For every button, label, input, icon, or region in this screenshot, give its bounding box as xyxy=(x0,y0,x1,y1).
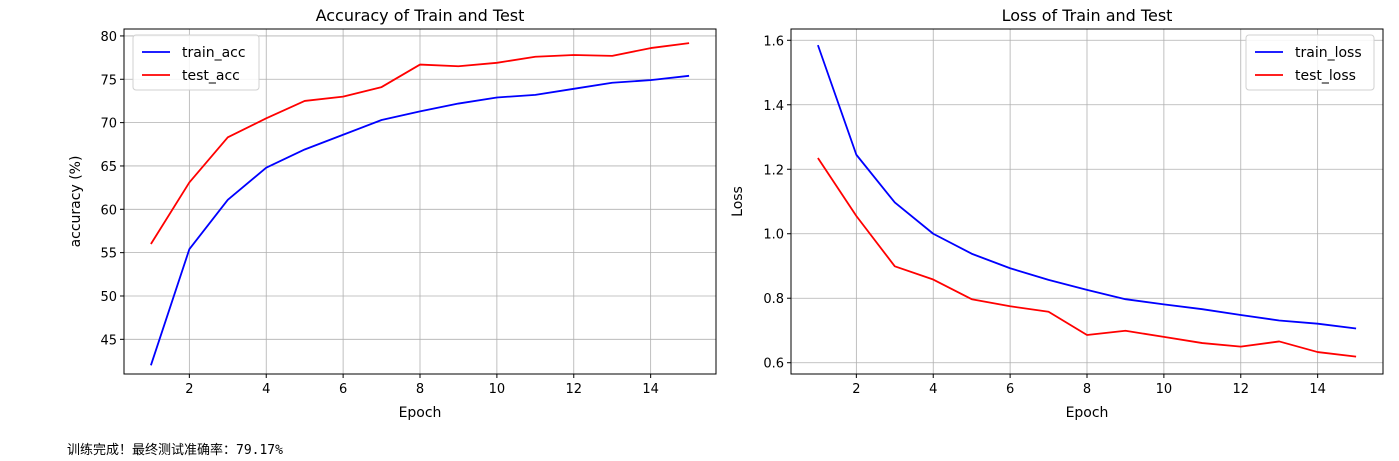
legend-label-test_loss: test_loss xyxy=(1295,68,1356,84)
y-tick-label: 45 xyxy=(100,333,117,348)
legend-box xyxy=(132,34,260,91)
y-axis-label: accuracy (%) xyxy=(68,156,84,248)
y-tick-label: 50 xyxy=(100,290,117,305)
x-tick-label: 2 xyxy=(852,382,860,397)
legend-label-train_loss: train_loss xyxy=(1295,45,1362,61)
y-tick-label: 0.6 xyxy=(763,357,784,372)
x-axis-label: Epoch xyxy=(399,405,442,421)
y-tick-label: 1.4 xyxy=(763,99,784,114)
y-tick-label: 60 xyxy=(100,203,117,218)
training-output-text: 训练完成！最终测试准确率：79.17% xyxy=(67,443,283,458)
x-tick-label: 12 xyxy=(565,382,582,397)
x-tick-label: 10 xyxy=(489,382,506,397)
y-axis-label: Loss xyxy=(730,186,746,217)
x-tick-label: 6 xyxy=(339,382,347,397)
accuracy-chart: 2 4 6 8 10 12 14 45 50 55 60 65 70 75 80 Accuracy of Tr… xyxy=(68,6,717,421)
x-tick-label: 6 xyxy=(1006,382,1014,397)
series-line-test_acc xyxy=(150,42,690,245)
x-tick-label: 12 xyxy=(1232,382,1249,397)
x-tick-label: 4 xyxy=(929,382,937,397)
x-tick-label: 2 xyxy=(185,382,193,397)
x-tick-label: 8 xyxy=(1083,382,1091,397)
y-tick-label: 1.2 xyxy=(763,163,784,178)
loss-chart: 2 4 6 8 10 12 14 0.6 0.8 1.0 1.2 1.4 1.6 Loss of Trai… xyxy=(730,6,1384,421)
x-tick-label: 10 xyxy=(1156,382,1173,397)
y-tick-label: 80 xyxy=(100,30,117,45)
legend-label-test_acc: test_acc xyxy=(182,68,240,84)
y-tick-label: 75 xyxy=(100,73,117,88)
series-line-test_loss xyxy=(817,157,1357,358)
legend-label-train_acc: train_acc xyxy=(182,45,246,61)
series-line-train_loss xyxy=(817,44,1357,330)
y-tick-label: 65 xyxy=(100,160,117,175)
charts-figure: 2 4 6 8 10 12 14 45 50 55 60 65 70 75 80 Accuracy of Tr… xyxy=(68,6,1384,421)
chart-title: Accuracy of Train and Test xyxy=(316,6,525,25)
legend: train_acc test_acc xyxy=(132,34,260,91)
y-tick-label: 0.8 xyxy=(763,292,784,307)
y-tick-label: 55 xyxy=(100,247,117,262)
chart-title: Loss of Train and Test xyxy=(1002,6,1173,25)
x-tick-label: 4 xyxy=(262,382,270,397)
x-tick-label: 8 xyxy=(416,382,424,397)
y-tick-label: 1.6 xyxy=(763,34,784,49)
y-tick-label: 1.0 xyxy=(763,228,784,243)
x-tick-label: 14 xyxy=(642,382,659,397)
x-tick-label: 14 xyxy=(1309,382,1326,397)
y-tick-label: 70 xyxy=(100,117,117,132)
x-axis-label: Epoch xyxy=(1066,405,1109,421)
legend-box xyxy=(1245,34,1375,91)
legend: train_loss test_loss xyxy=(1245,34,1375,91)
series-line-train_acc xyxy=(150,74,690,366)
